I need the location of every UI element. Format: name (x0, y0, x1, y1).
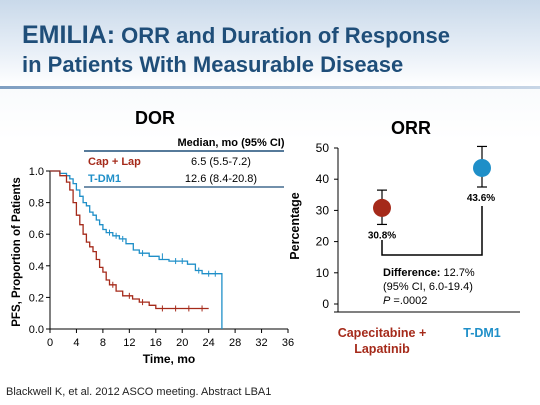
orr-point (373, 198, 391, 217)
orr-category-label: T-DM1 (463, 326, 501, 340)
dor-x-tick-label: 24 (203, 337, 215, 349)
slide-title-line2: in Patients With Measurable Disease (22, 51, 404, 77)
dor-legend-value: 12.6 (8.4-20.8) (185, 173, 257, 185)
orr-point-label: 43.6% (467, 193, 495, 204)
dor-x-tick-label: 32 (255, 337, 267, 349)
dor-x-tick-label: 16 (150, 337, 162, 349)
orr-chart-title: ORR (391, 118, 431, 138)
orr-category-label: Lapatinib (354, 342, 410, 356)
slide-title: EMILIA: ORR and Duration of Response in … (22, 14, 450, 78)
dor-y-tick-label: 0.4 (29, 261, 44, 273)
orr-y-tick-label: 20 (316, 235, 330, 249)
dor-y-tick-label: 1.0 (29, 166, 44, 178)
orr-y-axis-label: Percentage (288, 192, 302, 259)
dor-chart-title: DOR (135, 108, 175, 128)
dor-x-tick-label: 20 (176, 337, 188, 349)
title-rule (0, 86, 540, 89)
slide-title-rest: ORR and Duration of Response (115, 23, 450, 48)
orr-y-tick-label: 50 (316, 141, 330, 155)
dor-y-tick-label: 0.8 (29, 198, 44, 210)
dor-x-tick-label: 28 (229, 337, 241, 349)
orr-y-tick-label: 10 (316, 266, 330, 280)
orr-y-tick-label: 40 (316, 172, 330, 186)
dor-legend-name: T-DM1 (88, 173, 121, 185)
slide-title-bold: EMILIA: (22, 21, 116, 49)
dor-x-tick-label: 4 (73, 337, 79, 349)
dor-y-tick-label: 0.0 (29, 324, 44, 336)
orr-difference-bracket (381, 206, 483, 256)
orr-difference-line1: Difference: 12.7% (383, 267, 475, 279)
orr-difference-annotation: Difference: 12.7% (95% CI, 6.0-19.4) P =.0… (383, 267, 475, 307)
dor-series-cap-lap-line (50, 170, 209, 310)
dor-x-tick-label: 36 (282, 337, 294, 349)
orr-y-tick-label: 30 (316, 203, 330, 217)
dor-x-axis-label: Time, mo (143, 352, 195, 366)
citation-footer: Blackwell K, et al. 2012 ASCO meeting. A… (6, 386, 272, 398)
dor-y-tick-label: 0.2 (29, 292, 44, 304)
dor-legend-value: 6.5 (5.5-7.2) (191, 156, 251, 168)
orr-point (473, 158, 491, 177)
dor-y-tick-label: 0.6 (29, 229, 44, 241)
orr-difference-line3: P =.0002 (383, 295, 427, 307)
orr-category-label: Capecitabine + (338, 326, 427, 340)
dor-x-tick-label: 0 (47, 337, 53, 349)
dor-legend-name: Cap + Lap (88, 156, 141, 168)
orr-y-tick-label: 0 (322, 297, 329, 311)
dor-series-tdm1-line (50, 170, 223, 329)
orr-difference-line2: (95% CI, 6.0-19.4) (383, 281, 473, 293)
orr-point-label: 30.8% (368, 230, 396, 241)
dor-x-tick-label: 12 (123, 337, 135, 349)
dor-y-axis-label: PFS, Proportion of Patients (11, 177, 23, 327)
dor-x-tick-label: 8 (100, 337, 106, 349)
title-band (0, 0, 540, 86)
dor-legend-header: Median, mo (95% CI) (178, 137, 285, 149)
